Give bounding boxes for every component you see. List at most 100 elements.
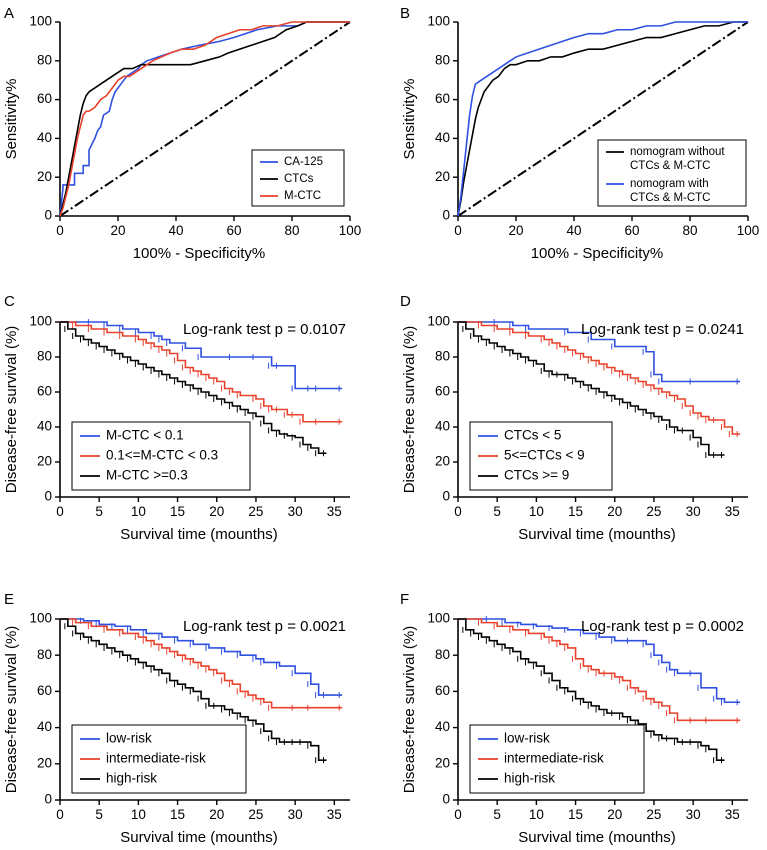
x-tick-label: 60 bbox=[226, 223, 241, 238]
legend-label: CTCs & M-CTC bbox=[630, 192, 711, 204]
y-tick-label: 100 bbox=[427, 14, 450, 29]
x-tick-label: 0 bbox=[454, 807, 462, 822]
y-tick-label: 100 bbox=[29, 14, 52, 29]
x-tick-label: 20 bbox=[607, 504, 622, 519]
y-axis-title: Disease-free survival (%) bbox=[401, 626, 418, 794]
legend: CTCs < 5 5<=CTCs < 9 CTCs >= 9 bbox=[469, 421, 613, 491]
y-tick-label: 80 bbox=[435, 349, 450, 364]
chart-panel-d: D 0 20 40 60 80 100 0 5 10 15 20 25 30 35 Survival time… bbox=[400, 293, 748, 543]
x-axis-title: Survival time (mounths) bbox=[518, 526, 676, 543]
legend-label: low-risk bbox=[504, 731, 550, 746]
y-tick-label: 40 bbox=[435, 130, 450, 145]
series-line bbox=[458, 321, 741, 383]
series-line bbox=[60, 321, 343, 423]
y-tick-label: 100 bbox=[427, 314, 450, 329]
x-tick-label: 25 bbox=[248, 504, 263, 519]
chart-panel-f: F 0 20 40 60 80 100 0 5 10 15 20 25 30 35 Survival time… bbox=[400, 591, 748, 846]
log-rank-annotation: Log-rank test p = 0.0107 bbox=[183, 321, 346, 338]
x-tick-label: 40 bbox=[566, 223, 581, 238]
y-tick-label: 60 bbox=[37, 683, 52, 698]
y-tick-label: 0 bbox=[44, 208, 52, 223]
legend-label: nomogram with bbox=[630, 178, 709, 190]
legend-box bbox=[469, 724, 645, 794]
legend: nomogram without CTCs & M-CTC nomogram wit… bbox=[597, 139, 747, 207]
series-line bbox=[458, 618, 725, 761]
panel-letter: D bbox=[400, 293, 411, 310]
y-tick-label: 100 bbox=[29, 314, 52, 329]
x-tick-label: 20 bbox=[209, 807, 224, 822]
legend-box bbox=[71, 724, 247, 794]
x-tick-label: 0 bbox=[454, 223, 462, 238]
legend: CA-125 CTCs M-CTC bbox=[251, 149, 345, 207]
legend-label: M-CTC >=0.3 bbox=[106, 468, 188, 483]
legend-label: intermediate-risk bbox=[106, 751, 206, 766]
x-axis-title: 100% - Specificity% bbox=[531, 245, 664, 262]
x-axis-title: Survival time (mounths) bbox=[120, 829, 278, 846]
y-axis-title: Disease-free survival (%) bbox=[401, 326, 418, 494]
panel-letter: F bbox=[400, 591, 409, 608]
y-tick-label: 40 bbox=[435, 419, 450, 434]
y-tick-label: 0 bbox=[442, 208, 450, 223]
x-tick-label: 20 bbox=[607, 807, 622, 822]
x-tick-label: 80 bbox=[682, 223, 697, 238]
x-tick-label: 25 bbox=[248, 807, 263, 822]
y-tick-label: 0 bbox=[44, 489, 52, 504]
y-tick-label: 40 bbox=[435, 719, 450, 734]
legend-label: M-CTC < 0.1 bbox=[106, 428, 184, 443]
y-axis-title: Sensitivity% bbox=[3, 79, 20, 160]
chart-panel-e: E 0 20 40 60 80 100 0 5 10 15 20 25 30 35 Survival time… bbox=[3, 591, 350, 846]
series-line bbox=[60, 618, 327, 761]
y-tick-label: 20 bbox=[37, 454, 52, 469]
legend-box bbox=[251, 149, 345, 207]
x-tick-label: 10 bbox=[131, 807, 146, 822]
chart-panel-b: B 0 20 40 60 80 100 0 20 40 60 80 100 100% - Specific… bbox=[400, 5, 759, 262]
reference-diagonal bbox=[59, 21, 351, 217]
x-tick-label: 30 bbox=[288, 807, 303, 822]
x-tick-label: 35 bbox=[327, 504, 342, 519]
panel-letter: E bbox=[4, 591, 14, 608]
legend-label: high-risk bbox=[504, 771, 555, 786]
series-line bbox=[59, 21, 350, 217]
y-tick-label: 20 bbox=[435, 454, 450, 469]
series-line bbox=[457, 21, 748, 217]
x-tick-label: 35 bbox=[327, 807, 342, 822]
panel-letter: A bbox=[4, 5, 14, 22]
x-tick-label: 100 bbox=[737, 223, 760, 238]
legend: low-risk intermediate-risk high-risk bbox=[469, 724, 645, 794]
x-tick-label: 20 bbox=[110, 223, 125, 238]
y-tick-label: 0 bbox=[44, 792, 52, 807]
series-line bbox=[458, 321, 741, 435]
legend-label: CTCs & M-CTC bbox=[630, 160, 711, 172]
y-tick-label: 80 bbox=[37, 349, 52, 364]
x-axis-title: Survival time (mounths) bbox=[120, 526, 278, 543]
y-tick-label: 20 bbox=[435, 755, 450, 770]
chart-panel-a: A 0 20 40 60 80 100 0 20 40 60 80 100 100% - Specific… bbox=[3, 5, 361, 262]
y-axis-title: Sensitivity% bbox=[401, 79, 418, 160]
series-line bbox=[59, 21, 350, 217]
x-tick-label: 5 bbox=[493, 504, 501, 519]
x-tick-label: 30 bbox=[686, 807, 701, 822]
legend-label: CA-125 bbox=[284, 156, 323, 168]
legend: M-CTC < 0.1 0.1<=M-CTC < 0.3 M-CTC >=0.3 bbox=[71, 421, 251, 491]
legend-label: CTCs >= 9 bbox=[504, 468, 569, 483]
series-line bbox=[60, 618, 343, 696]
x-tick-label: 10 bbox=[131, 504, 146, 519]
x-tick-label: 0 bbox=[56, 807, 64, 822]
panel-letter: B bbox=[400, 5, 410, 22]
x-tick-label: 15 bbox=[170, 807, 185, 822]
legend-label: low-risk bbox=[106, 731, 152, 746]
y-tick-label: 20 bbox=[37, 169, 52, 184]
x-tick-label: 80 bbox=[284, 223, 299, 238]
y-tick-label: 80 bbox=[435, 52, 450, 67]
x-tick-label: 35 bbox=[725, 504, 740, 519]
x-axis-title: Survival time (mounths) bbox=[518, 829, 676, 846]
y-tick-label: 40 bbox=[37, 130, 52, 145]
x-tick-label: 15 bbox=[568, 504, 583, 519]
x-tick-label: 5 bbox=[95, 504, 103, 519]
legend-label: nomogram without bbox=[630, 146, 725, 158]
panel-letter: C bbox=[4, 293, 15, 310]
y-axis-title: Disease-free survival (%) bbox=[3, 626, 20, 794]
legend-label: M-CTC bbox=[284, 190, 321, 202]
legend-label: 0.1<=M-CTC < 0.3 bbox=[106, 448, 218, 463]
x-tick-label: 20 bbox=[508, 223, 523, 238]
